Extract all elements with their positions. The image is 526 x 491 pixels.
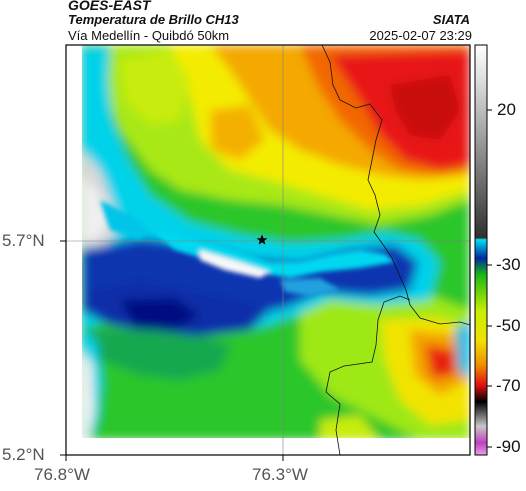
timestamp-label: 2025-02-07 23:29 <box>369 28 472 43</box>
colorbar <box>474 44 492 456</box>
product-title: Temperatura de Brillo CH13 <box>68 12 239 27</box>
department-boundary <box>325 295 411 455</box>
colorbar-tick-label: -30 <box>496 255 521 274</box>
brightness-temperature-field <box>66 45 470 455</box>
route-subtitle: Vía Medellín - Quibdó 50km <box>68 28 230 43</box>
department-boundary <box>321 45 470 326</box>
lat-label: 5.2°N <box>2 445 45 464</box>
lat-label: 5.7°N <box>2 231 45 250</box>
satellite-title: GOES-EAST <box>68 0 151 13</box>
map-frame <box>65 44 471 456</box>
lon-label: 76.3°W <box>252 465 308 484</box>
star-marker <box>256 234 268 245</box>
colorbar-tick-label: -90 <box>496 437 521 456</box>
colorbar-tick-label: 20 <box>497 100 516 119</box>
agency-label: SIATA <box>432 12 470 27</box>
colorbar-tick-label: -70 <box>496 376 521 395</box>
lon-label: 76.8°W <box>34 465 90 484</box>
colorbar-tick-label: -50 <box>496 316 521 335</box>
